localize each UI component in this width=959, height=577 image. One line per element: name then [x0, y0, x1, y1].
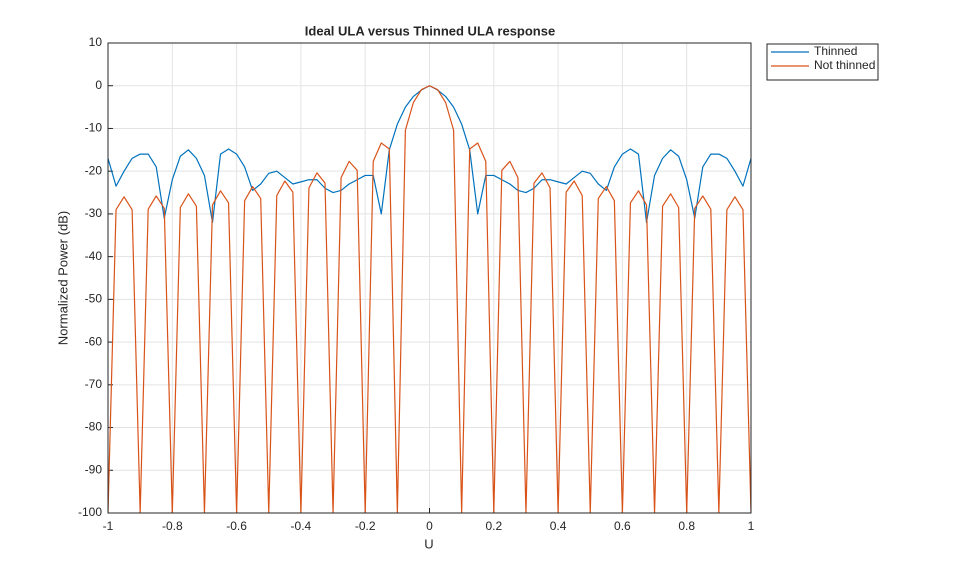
y-tick-label: -20 — [85, 163, 103, 177]
x-tick-label: -0.4 — [291, 519, 312, 533]
legend-label: Thinned — [814, 44, 857, 58]
x-tick-label: 0.4 — [550, 519, 567, 533]
y-tick-label: -80 — [85, 420, 103, 434]
series-line — [108, 85, 751, 513]
x-tick-label: 0 — [426, 519, 433, 533]
x-tick-label: -1 — [103, 519, 114, 533]
y-tick-label: -90 — [85, 462, 103, 476]
x-tick-label: 0.2 — [485, 519, 502, 533]
y-tick-label: -100 — [78, 505, 102, 519]
x-axis-label: U — [424, 536, 433, 551]
x-tick-label: -0.6 — [226, 519, 247, 533]
plot-frame — [107, 42, 752, 514]
x-tick-label: -0.2 — [355, 519, 376, 533]
y-tick-label: -70 — [85, 377, 103, 391]
y-tick-label: -50 — [85, 292, 103, 306]
y-tick-label: 0 — [95, 78, 102, 92]
x-tick-label: 0.6 — [614, 519, 631, 533]
y-tick-label: -30 — [85, 206, 103, 220]
x-tick-label: 1 — [748, 519, 755, 533]
y-tick-label: -10 — [85, 121, 103, 135]
legend-box — [766, 43, 879, 81]
y-tick-label: -40 — [85, 249, 103, 263]
chart-title: Ideal ULA versus Thinned ULA response — [305, 23, 555, 38]
y-axis-label: Normalized Power (dB) — [55, 211, 70, 345]
x-tick-label: -0.8 — [162, 519, 183, 533]
y-tick-label: -60 — [85, 334, 103, 348]
y-tick-label: 10 — [89, 35, 103, 49]
legend-label: Not thinned — [814, 58, 875, 72]
x-tick-label: 0.8 — [678, 519, 695, 533]
